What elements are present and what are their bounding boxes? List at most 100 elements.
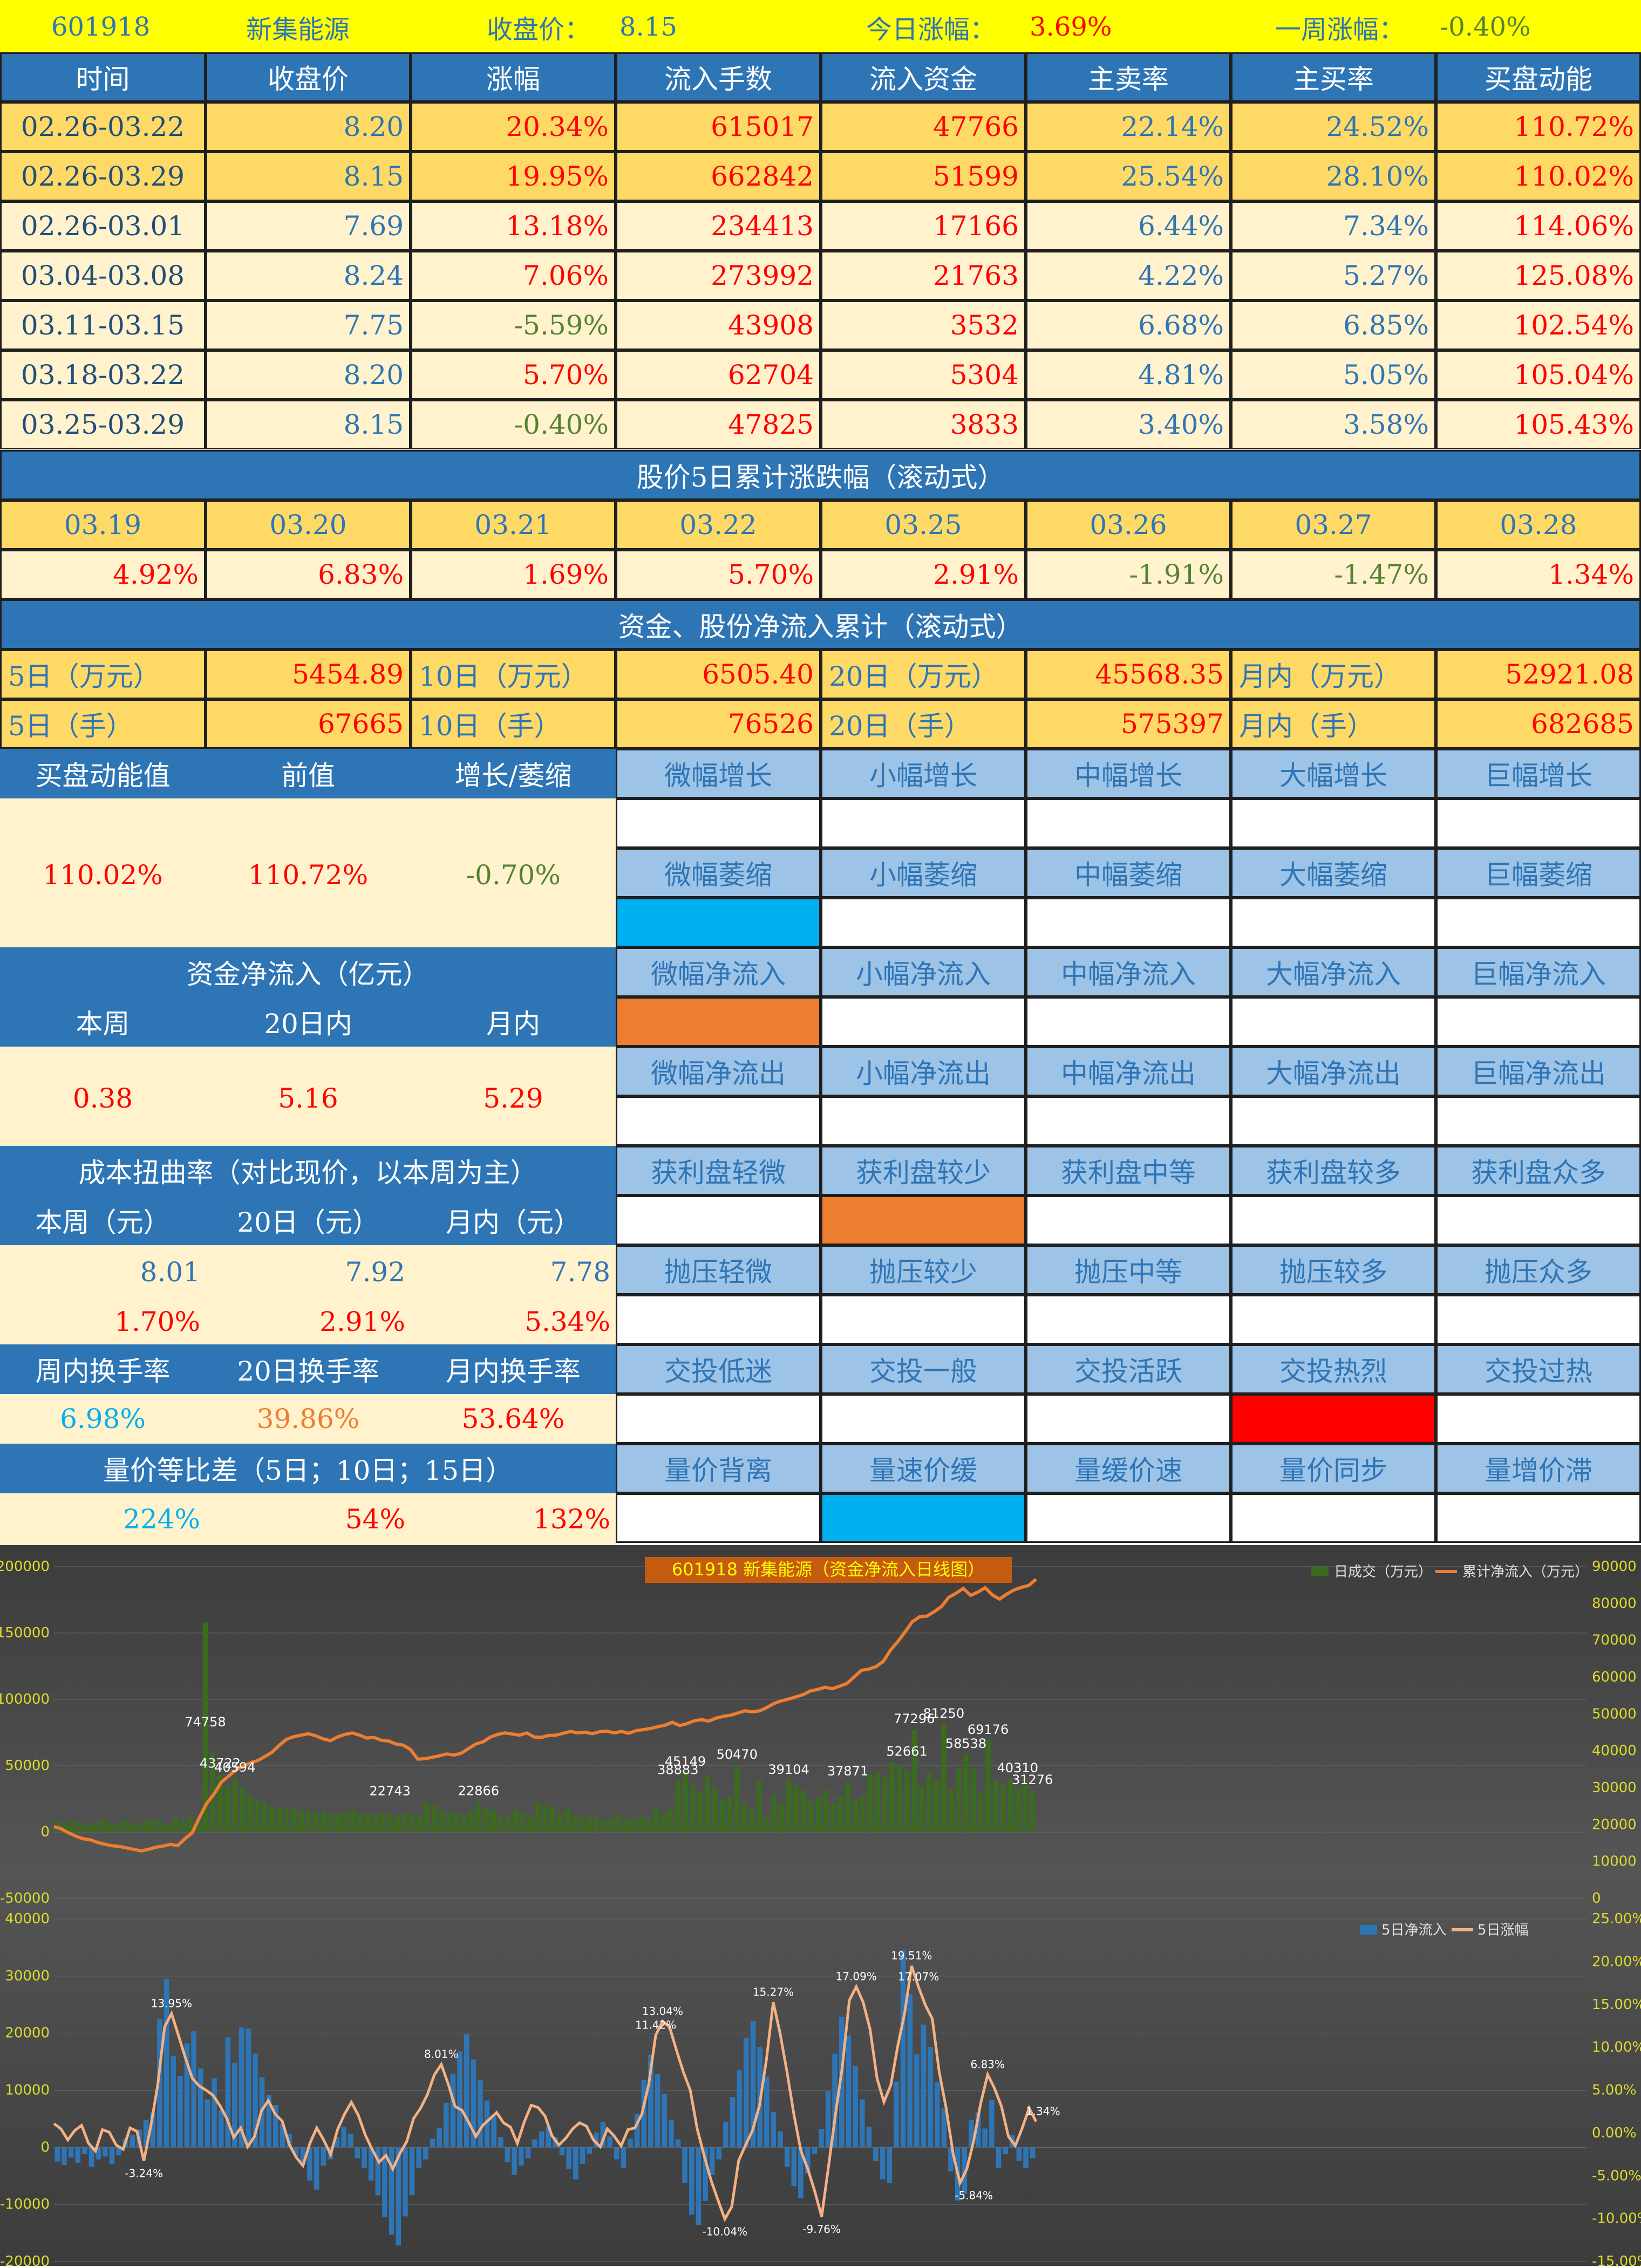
netflow-value: 67665 bbox=[206, 699, 411, 749]
y-right-tick: -10.00% bbox=[1592, 2211, 1641, 2227]
volprice-label: 量增价滞 bbox=[1436, 1444, 1641, 1493]
volume-bar bbox=[276, 1808, 282, 1832]
y-right-tick: -5.00% bbox=[1592, 2168, 1641, 2184]
inflow5-bar bbox=[150, 2112, 156, 2148]
inflow5-bar bbox=[737, 2070, 743, 2148]
change-label: 8.01% bbox=[424, 2048, 459, 2061]
inflow-label-indicator bbox=[1231, 997, 1436, 1047]
inflow5-bar bbox=[798, 2147, 804, 2198]
inflow5-bar bbox=[273, 2105, 278, 2148]
volume-bar bbox=[84, 1824, 90, 1832]
inflow5-bar bbox=[539, 2131, 544, 2148]
inflow5-bar bbox=[573, 2147, 578, 2180]
data-label: 77296 bbox=[894, 1711, 935, 1726]
shrink-label-indicator bbox=[1436, 898, 1641, 947]
table-cell: 110.72% bbox=[1436, 102, 1641, 152]
inflow5-bar bbox=[205, 2099, 210, 2148]
y-left-tick: 0 bbox=[40, 2139, 50, 2155]
volume-bar bbox=[741, 1804, 747, 1832]
data-label: 50470 bbox=[717, 1747, 758, 1762]
activity-label-indicator bbox=[616, 1394, 821, 1444]
pressure-label: 抛压轻微 bbox=[616, 1245, 821, 1295]
fund-netflow-panel bbox=[0, 1047, 616, 1146]
turnover-header: 周内换手率 bbox=[0, 1344, 206, 1394]
profit-label: 获利盘中等 bbox=[1026, 1146, 1231, 1196]
column-header: 收盘价 bbox=[206, 52, 411, 102]
volume-bar bbox=[520, 1813, 526, 1832]
volume-bar bbox=[128, 1822, 134, 1832]
profit-label-indicator bbox=[821, 1196, 1026, 1245]
inflow5-bar bbox=[593, 2132, 599, 2148]
y-right-tick: 90000 bbox=[1592, 1559, 1637, 1575]
inflow5-bar bbox=[491, 2116, 497, 2148]
activity-label: 交投过热 bbox=[1436, 1344, 1641, 1394]
volume-bar bbox=[542, 1805, 548, 1832]
volume-bar bbox=[240, 1787, 245, 1832]
inflow5-bar bbox=[941, 2108, 947, 2148]
inflow5-bar bbox=[443, 2102, 449, 2148]
inflow5-bar bbox=[716, 2147, 722, 2160]
volume-bar bbox=[934, 1779, 939, 1832]
activity-label-indicator bbox=[1436, 1394, 1641, 1444]
y-left-tick: 100000 bbox=[0, 1691, 50, 1707]
y-right-tick: 20000 bbox=[1592, 1816, 1637, 1833]
table-cell: 102.54% bbox=[1436, 300, 1641, 350]
data-label: 52661 bbox=[886, 1744, 927, 1759]
volume-bar bbox=[653, 1807, 659, 1832]
inflow5-bar bbox=[300, 2147, 306, 2165]
inflow5-bar bbox=[709, 2147, 715, 2175]
inflow-label-indicator bbox=[1026, 997, 1231, 1047]
change-label: 11.42% bbox=[635, 2019, 676, 2032]
netflow-label: 5日（万元） bbox=[0, 650, 206, 699]
cumulative-line bbox=[53, 1577, 1037, 1853]
data-label: 58538 bbox=[945, 1736, 986, 1751]
outflow-label-indicator bbox=[1436, 1096, 1641, 1146]
inflow5-bar bbox=[784, 2147, 790, 2167]
table-cell: -5.59% bbox=[411, 300, 616, 350]
volprice-label-indicator bbox=[1436, 1493, 1641, 1543]
change-label: -3.24% bbox=[125, 2167, 163, 2180]
cost-price: 7.78 bbox=[550, 1256, 610, 1288]
inflow5-bar bbox=[130, 2135, 135, 2148]
inflow5-bar bbox=[655, 2074, 661, 2148]
inflow5-bar bbox=[382, 2147, 387, 2217]
volume-bar bbox=[830, 1803, 836, 1832]
inflow5-bar bbox=[409, 2147, 415, 2196]
inflow5-bar bbox=[232, 2062, 237, 2148]
netflow-value: 575397 bbox=[1026, 699, 1231, 749]
inflow5-bar bbox=[546, 2127, 551, 2148]
volume-bar bbox=[70, 1820, 76, 1832]
inflow5-bar bbox=[266, 2094, 271, 2148]
volume-bar bbox=[350, 1809, 356, 1832]
inflow5-bar bbox=[143, 2120, 149, 2148]
table-cell: 5.70% bbox=[411, 350, 616, 400]
inflow5-bar bbox=[464, 2034, 469, 2148]
volprice-label-indicator bbox=[1231, 1493, 1436, 1543]
inflow5-bar bbox=[178, 2076, 183, 2148]
volume-bar bbox=[919, 1786, 924, 1832]
volume-bar bbox=[564, 1809, 570, 1832]
inflow5-bar bbox=[1003, 2147, 1008, 2155]
today-change-label: 今日涨幅： bbox=[866, 15, 996, 45]
volume-bar bbox=[623, 1819, 629, 1832]
table-cell: 8.20 bbox=[206, 102, 411, 152]
volume-bar bbox=[601, 1820, 607, 1832]
inflow5-bar bbox=[525, 2147, 531, 2158]
inflow5-bar bbox=[948, 2147, 954, 2171]
rolling5-value: 2.91% bbox=[821, 550, 1026, 599]
netflow-value: 45568.35 bbox=[1026, 650, 1231, 699]
volume-bar bbox=[771, 1795, 777, 1832]
inflow5-bar bbox=[184, 2043, 190, 2148]
outflow-label-indicator bbox=[1026, 1096, 1231, 1146]
volprice-label-indicator bbox=[821, 1493, 1026, 1543]
volume-bar bbox=[202, 1622, 208, 1832]
table-cell: 7.06% bbox=[411, 251, 616, 300]
fund-netflow-value: 0.38 bbox=[72, 1083, 133, 1114]
table-cell: 7.34% bbox=[1231, 201, 1436, 251]
volume-bar bbox=[757, 1780, 762, 1832]
inflow5-bar bbox=[75, 2147, 81, 2163]
volume-bar bbox=[306, 1810, 311, 1832]
buy-energy-value: 110.02% bbox=[43, 859, 163, 891]
inflow5-bar bbox=[989, 2100, 995, 2148]
rolling5-date: 03.27 bbox=[1231, 500, 1436, 550]
